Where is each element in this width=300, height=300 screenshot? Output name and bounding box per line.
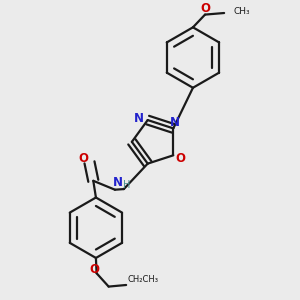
- Text: CH₂CH₃: CH₂CH₃: [128, 275, 159, 284]
- Text: CH₃: CH₃: [233, 7, 250, 16]
- Text: O: O: [79, 152, 89, 165]
- Text: O: O: [89, 263, 99, 276]
- Text: N: N: [134, 112, 144, 125]
- Text: N: N: [170, 116, 180, 128]
- Text: O: O: [175, 152, 185, 165]
- Text: H: H: [123, 180, 131, 190]
- Text: O: O: [200, 2, 210, 15]
- Text: N: N: [113, 176, 123, 189]
